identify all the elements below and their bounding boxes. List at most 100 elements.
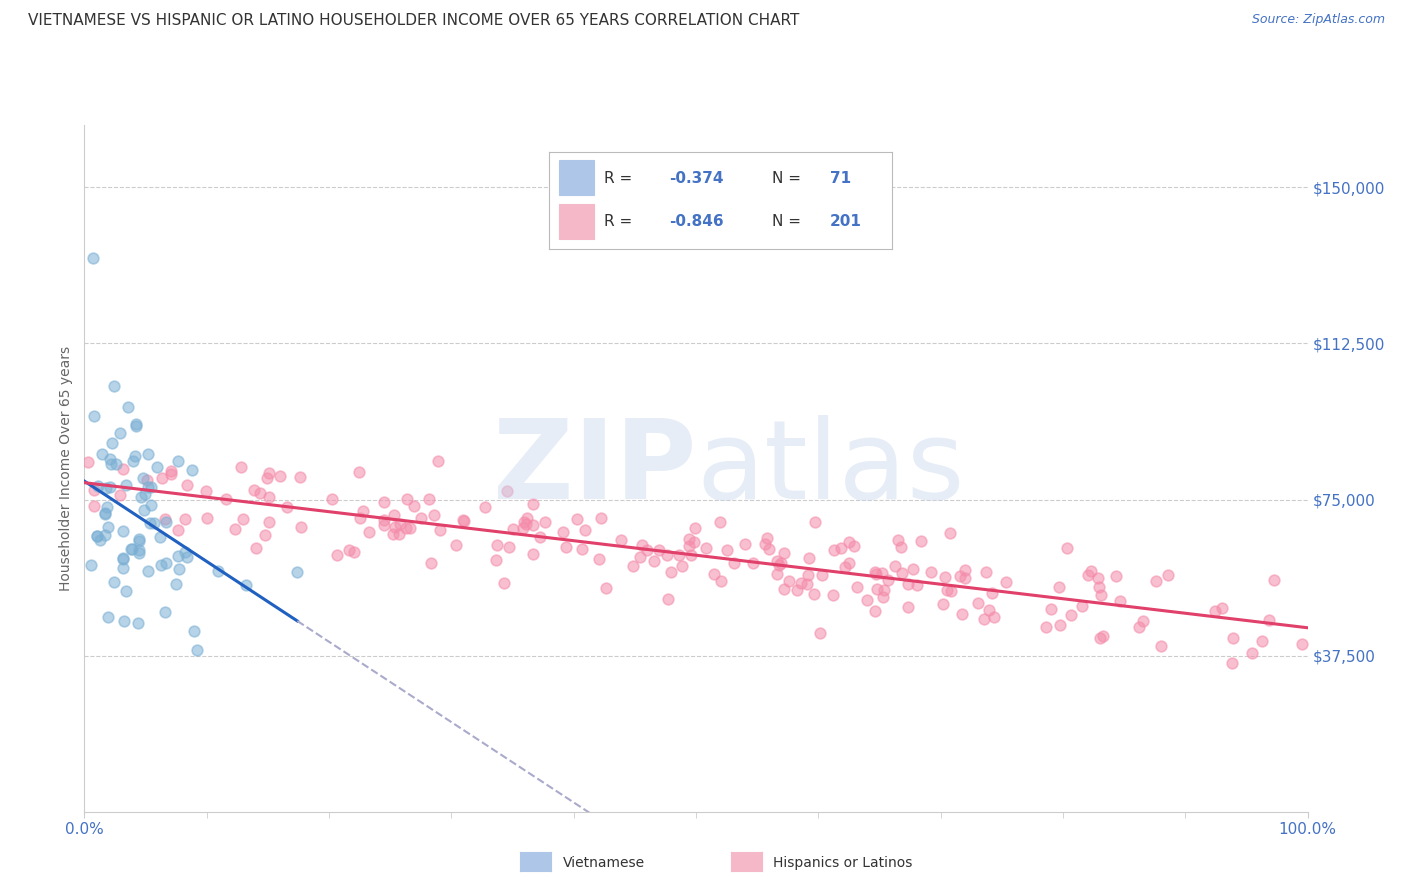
Point — [766, 567, 789, 582]
Point — [695, 541, 717, 555]
Point — [1049, 618, 1071, 632]
Point — [165, 577, 187, 591]
Point — [683, 521, 706, 535]
Point — [97, 520, 120, 534]
Point — [756, 532, 779, 546]
Point — [522, 547, 544, 561]
Point — [770, 556, 793, 570]
Point — [104, 458, 127, 472]
Point — [1071, 599, 1094, 613]
Text: ZIP: ZIP — [492, 415, 696, 522]
Point — [128, 545, 150, 559]
Text: 201: 201 — [830, 214, 862, 229]
Point — [703, 566, 725, 581]
Point — [269, 468, 291, 483]
Point — [343, 545, 366, 559]
Point — [485, 553, 508, 567]
Text: R =: R = — [605, 214, 637, 229]
Text: -0.846: -0.846 — [669, 214, 724, 229]
Text: 71: 71 — [830, 170, 851, 186]
Point — [758, 542, 780, 557]
Point — [128, 533, 150, 548]
Point — [1128, 619, 1150, 633]
Point — [132, 471, 155, 485]
Point — [804, 515, 827, 529]
Point — [373, 518, 395, 533]
Point — [229, 460, 252, 475]
Point — [1088, 580, 1111, 594]
Point — [127, 616, 149, 631]
Point — [1258, 613, 1281, 627]
Point — [821, 588, 844, 602]
Point — [1263, 573, 1285, 587]
Point — [135, 473, 157, 487]
Point — [86, 529, 108, 543]
Point — [636, 542, 658, 557]
Point — [136, 447, 159, 461]
Point — [773, 582, 796, 597]
Point — [153, 605, 176, 619]
Point — [121, 454, 143, 468]
Point — [138, 516, 160, 530]
Point — [136, 564, 159, 578]
Point — [555, 540, 578, 554]
Point — [668, 549, 690, 563]
Point — [1240, 646, 1263, 660]
Point — [1105, 569, 1128, 583]
Point — [657, 591, 679, 606]
Point — [786, 582, 808, 597]
Point — [167, 454, 190, 468]
Point — [257, 466, 280, 480]
Point — [382, 527, 405, 541]
Point — [901, 562, 924, 576]
Point — [114, 584, 136, 599]
Point — [754, 537, 776, 551]
Point — [845, 580, 868, 594]
Text: -0.374: -0.374 — [669, 170, 724, 186]
Point — [1157, 567, 1180, 582]
Point — [120, 542, 142, 557]
Point — [446, 538, 468, 552]
Point — [80, 558, 103, 572]
Point — [865, 567, 887, 582]
Point — [939, 584, 962, 599]
Point — [128, 532, 150, 546]
Point — [678, 532, 700, 546]
Point — [337, 543, 360, 558]
Point — [150, 471, 173, 485]
Point — [176, 550, 198, 565]
Point — [86, 528, 108, 542]
Point — [174, 545, 197, 559]
Point — [321, 491, 343, 506]
Point — [235, 577, 257, 591]
Text: Vietnamese: Vietnamese — [562, 855, 644, 870]
Point — [136, 480, 159, 494]
Point — [939, 525, 962, 540]
Point — [110, 425, 132, 440]
Point — [474, 500, 496, 515]
Point — [117, 400, 139, 414]
Text: R =: R = — [605, 170, 637, 186]
Point — [98, 452, 121, 467]
Point — [768, 558, 790, 573]
Point — [678, 539, 700, 553]
Point — [574, 523, 596, 537]
Point — [256, 471, 278, 485]
Point — [522, 518, 544, 533]
Point — [150, 558, 173, 572]
Point — [94, 508, 117, 522]
Bar — [560, 160, 593, 194]
Point — [112, 561, 135, 575]
Point — [952, 607, 974, 622]
Point — [411, 511, 433, 525]
Point — [808, 625, 831, 640]
Point — [709, 515, 731, 529]
Point — [285, 565, 308, 579]
Point — [932, 597, 955, 611]
Bar — [560, 204, 593, 239]
Point — [890, 566, 912, 580]
Point — [1204, 604, 1226, 618]
Point — [382, 508, 405, 523]
Point — [160, 464, 183, 478]
Point — [589, 510, 612, 524]
